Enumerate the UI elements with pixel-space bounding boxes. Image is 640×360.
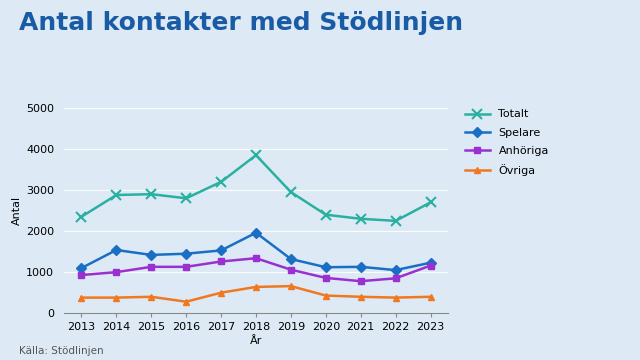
Spelare bbox=[113, 248, 120, 252]
Anhöriga bbox=[217, 259, 225, 264]
Övriga bbox=[113, 296, 120, 300]
Övriga bbox=[147, 294, 155, 299]
Spelare bbox=[287, 257, 295, 261]
Totalt bbox=[147, 192, 155, 196]
Anhöriga bbox=[113, 270, 120, 274]
X-axis label: År: År bbox=[250, 336, 262, 346]
Anhöriga bbox=[182, 265, 190, 269]
Övriga bbox=[427, 294, 435, 299]
Övriga bbox=[287, 284, 295, 288]
Totalt bbox=[217, 180, 225, 184]
Totalt bbox=[113, 193, 120, 197]
Spelare bbox=[147, 253, 155, 257]
Totalt bbox=[322, 212, 330, 217]
Text: Antal kontakter med Stödlinjen: Antal kontakter med Stödlinjen bbox=[19, 11, 463, 35]
Övriga bbox=[322, 293, 330, 298]
Y-axis label: Antal: Antal bbox=[12, 196, 22, 225]
Totalt bbox=[392, 219, 399, 223]
Övriga bbox=[392, 296, 399, 300]
Anhöriga bbox=[357, 279, 365, 283]
Anhöriga bbox=[252, 256, 260, 260]
Anhöriga bbox=[77, 273, 85, 277]
Spelare bbox=[182, 252, 190, 256]
Line: Anhöriga: Anhöriga bbox=[78, 255, 434, 285]
Totalt bbox=[252, 153, 260, 157]
Line: Spelare: Spelare bbox=[78, 229, 434, 274]
Anhöriga bbox=[147, 265, 155, 269]
Text: Källa: Stödlinjen: Källa: Stödlinjen bbox=[19, 346, 104, 356]
Spelare bbox=[392, 268, 399, 272]
Totalt bbox=[427, 200, 435, 204]
Anhöriga bbox=[392, 276, 399, 280]
Anhöriga bbox=[427, 264, 435, 268]
Spelare bbox=[252, 231, 260, 235]
Legend: Totalt, Spelare, Anhöriga, Övriga: Totalt, Spelare, Anhöriga, Övriga bbox=[465, 109, 548, 176]
Övriga bbox=[182, 300, 190, 304]
Spelare bbox=[217, 248, 225, 253]
Övriga bbox=[252, 285, 260, 289]
Övriga bbox=[217, 291, 225, 295]
Line: Övriga: Övriga bbox=[78, 283, 434, 305]
Totalt bbox=[287, 190, 295, 194]
Anhöriga bbox=[287, 267, 295, 272]
Totalt bbox=[357, 217, 365, 221]
Övriga bbox=[77, 296, 85, 300]
Line: Totalt: Totalt bbox=[77, 150, 435, 226]
Övriga bbox=[357, 294, 365, 299]
Anhöriga bbox=[322, 276, 330, 280]
Spelare bbox=[427, 261, 435, 265]
Spelare bbox=[322, 265, 330, 269]
Spelare bbox=[77, 266, 85, 270]
Totalt bbox=[182, 196, 190, 201]
Totalt bbox=[77, 215, 85, 219]
Spelare bbox=[357, 265, 365, 269]
